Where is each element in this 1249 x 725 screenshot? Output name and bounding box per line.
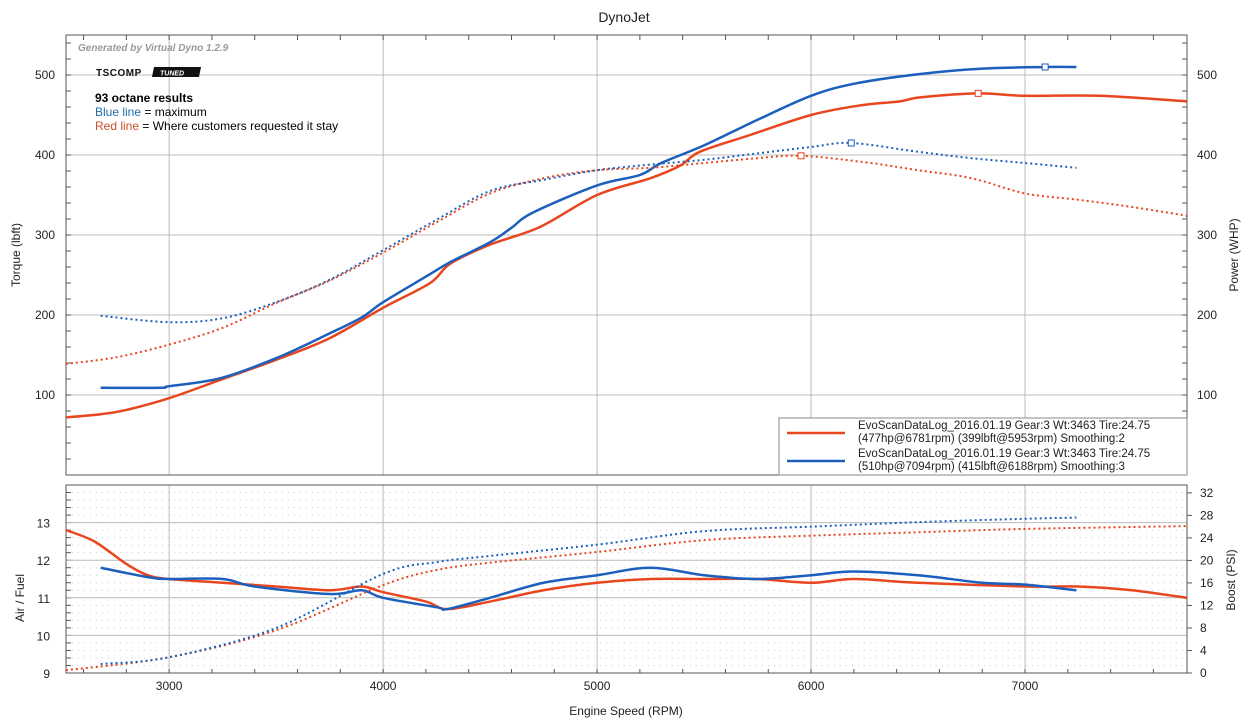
x-tick-label: 6000 [798,679,825,693]
annotation-blue: Blue line = maximum [95,105,207,119]
legend: EvoScanDataLog_2016.01.19 Gear:3 Wt:3463… [778,417,1188,476]
torque-tick-label: 300 [35,228,55,242]
boost-tick-label: 32 [1200,486,1214,500]
top-series-line-2 [65,154,1188,365]
power-tick-label: 100 [1197,388,1217,402]
bottom-series-line-2 [65,525,1188,672]
annotation-heading: 93 octane results [95,91,193,105]
bottom-series-line-1 [100,566,1077,611]
red-line-label: Red line [95,119,139,133]
chart-title: DynoJet [598,9,649,25]
power-tick-label: 300 [1197,228,1217,242]
afr-tick-label: 13 [37,517,51,531]
boost-tick-label: 28 [1200,508,1214,522]
peak-marker [1041,63,1049,71]
torque-tick-label: 400 [35,148,55,162]
bottom-plot-frame [65,484,1188,674]
top-series-line-1 [100,65,1077,390]
boost-tick-label: 16 [1200,576,1214,590]
boost-tick-label: 4 [1200,643,1207,657]
x-tick-label: 5000 [584,679,611,693]
peak-marker [797,152,805,160]
bottom-grid: 3000 4000 5000 6000 7000 9 10 11 12 13 0 4 8 12 16 20 24… [37,484,1214,693]
y-axis-label-afr: Air / Fuel [13,574,27,622]
torque-tick-label: 200 [35,308,55,322]
legend-red-line2: (477hp@6781rpm) (399lbft@5953rpm) Smooth… [858,433,1125,445]
tscomp-logo: TSCOMP TUNED [96,67,202,79]
peak-marker [847,139,855,147]
blue-line-label: Blue line [95,105,141,119]
power-tick-label: 500 [1197,68,1217,82]
boost-tick-label: 24 [1200,531,1214,545]
x-tick-label: 7000 [1012,679,1039,693]
afr-tick-label: 9 [43,667,50,681]
bottom-series [65,516,1188,672]
boost-tick-label: 20 [1200,553,1214,567]
svg-text:TUNED: TUNED [160,71,184,78]
y2-axis-label-boost: Boost (PSI) [1224,549,1238,610]
legend-blue-line2: (510hp@7094rpm) (415lbft@6188rpm) Smooth… [858,461,1125,473]
top-series-line-0 [65,92,1188,419]
y-axis-label-torque: Torque (lbft) [9,223,23,287]
watermark: Generated by Virtual Dyno 1.2.9 [78,43,229,54]
legend-blue-line1: EvoScanDataLog_2016.01.19 Gear:3 Wt:3463… [858,448,1150,460]
peak-marker [974,89,982,97]
top-series-line-3 [100,141,1077,324]
x-tick-label: 4000 [370,679,397,693]
boost-tick-label: 0 [1200,666,1207,680]
top-plot-frame [65,34,1188,476]
svg-text:TSCOMP: TSCOMP [96,68,142,79]
x-tick-label: 3000 [156,679,183,693]
legend-red-line1: EvoScanDataLog_2016.01.19 Gear:3 Wt:3463… [858,420,1150,432]
annotation-red: Red line = Where customers requested it … [95,119,338,133]
boost-tick-label: 8 [1200,621,1207,635]
afr-tick-label: 12 [37,554,51,568]
y2-axis-label-power: Power (WHP) [1227,218,1241,291]
x-axis-label: Engine Speed (RPM) [569,704,682,718]
bottom-series-line-3 [100,516,1077,665]
blue-line-text: = maximum [141,105,207,119]
boost-tick-label: 12 [1200,598,1214,612]
power-tick-label: 400 [1197,148,1217,162]
torque-tick-label: 500 [35,68,55,82]
torque-tick-label: 100 [35,388,55,402]
afr-tick-label: 10 [37,629,51,643]
top-series [65,63,1188,419]
top-grid: 100 100 200 200 300 300 400 400 500 500 [35,35,1217,475]
afr-tick-label: 11 [38,592,51,606]
power-tick-label: 200 [1197,308,1217,322]
red-line-text: = Where customers requested it stay [139,119,338,133]
